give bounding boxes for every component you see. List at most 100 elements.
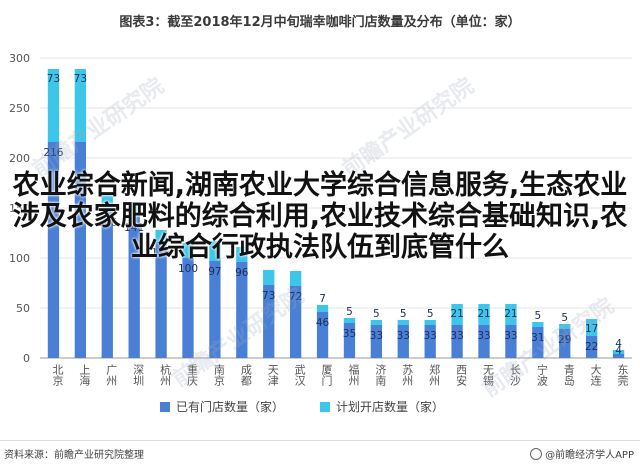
bar-existing — [505, 325, 517, 358]
x-tick-label: 青岛 — [562, 364, 575, 387]
data-label-existing: 216 — [43, 147, 63, 159]
bar-planned — [74, 69, 87, 142]
bar-existing — [74, 142, 87, 358]
data-label-existing: 29 — [558, 334, 571, 346]
x-tick-label: 天津 — [266, 364, 279, 386]
bar-existing — [289, 286, 302, 358]
legend: 已有门店数量（家） 计划开店数量（家） — [160, 399, 444, 414]
bar-existing — [263, 285, 275, 358]
bar-planned — [182, 243, 194, 258]
bar-existing — [478, 325, 490, 358]
data-label-planned: 5 — [427, 308, 434, 320]
bar-planned — [316, 305, 329, 312]
data-label-existing: 31 — [531, 332, 544, 344]
bar-planned — [101, 192, 113, 212]
x-tick-label: 重庆 — [186, 363, 199, 387]
bar-existing — [101, 212, 113, 358]
bar-planned — [451, 304, 463, 325]
data-label-existing: 116 — [151, 247, 171, 259]
overlay-caption: 农业综合新闻,湖南农业大学综合信息服务,生态农业涉及农家肥料的综合利用,农业技术… — [12, 170, 628, 263]
x-tick-label: 深圳 — [132, 364, 145, 386]
data-label-planned: 73 — [74, 73, 87, 85]
data-label-existing: 141 — [124, 222, 144, 234]
bar-planned — [397, 320, 409, 325]
x-tick-label: 上海 — [78, 364, 91, 387]
bar-planned — [612, 350, 625, 354]
data-label-existing: 100 — [178, 263, 198, 275]
data-label-existing: 35 — [343, 328, 356, 340]
y-tick-label: 300 — [9, 52, 30, 65]
bar-existing — [236, 262, 248, 358]
bar-existing — [47, 142, 60, 358]
bar-planned — [478, 304, 490, 325]
x-tick-label: 大连 — [589, 363, 602, 386]
data-label-existing: 73 — [262, 290, 275, 302]
legend-label-planned: 计划开店数量（家） — [336, 399, 444, 414]
credit-note: @前瞻经济学人APP — [530, 446, 634, 461]
bar-planned — [505, 304, 517, 325]
data-label-planned: 5 — [346, 306, 353, 318]
bar-planned — [155, 230, 167, 242]
logo-icon — [530, 448, 543, 460]
x-tick-label: 武汉 — [293, 364, 306, 387]
x-tick-label: 广州 — [105, 364, 118, 386]
x-tick-label: 苏州 — [401, 364, 414, 386]
data-label-planned: 21 — [477, 308, 490, 320]
credit-label: @前瞻经济学人APP — [545, 450, 634, 461]
bar-existing — [397, 325, 409, 358]
data-label-existing: 33 — [370, 330, 383, 342]
bar-planned — [343, 318, 356, 323]
bar-planned — [532, 322, 544, 327]
bar-planned — [209, 241, 221, 261]
bar-existing — [612, 354, 625, 358]
data-label-existing: 33 — [504, 330, 517, 342]
data-label-existing: 33 — [450, 330, 463, 342]
bar-existing — [532, 327, 544, 358]
bar-existing — [343, 323, 356, 358]
data-label-existing: 72 — [289, 291, 302, 303]
bar-existing — [209, 261, 221, 358]
y-tick-label: 200 — [9, 152, 30, 165]
footer-divider — [0, 440, 640, 441]
bar-planned — [370, 320, 383, 325]
data-label-existing: 96 — [235, 267, 249, 279]
bar-existing — [559, 329, 571, 358]
bar-existing — [128, 217, 140, 358]
bar-existing — [316, 312, 329, 358]
y-tick-label: 250 — [9, 102, 30, 115]
data-label-existing: 33 — [423, 330, 436, 342]
data-label-planned: 17 — [585, 323, 598, 335]
data-label-planned: 5 — [534, 310, 541, 322]
data-label-existing: 46 — [316, 317, 330, 329]
legend-label-existing: 已有门店数量（家） — [176, 399, 284, 414]
source-note: 资料来源：前瞻产业研究院整理 — [4, 450, 144, 461]
bar-planned — [47, 69, 60, 142]
data-label-existing: 4 — [615, 345, 622, 357]
bar-existing — [451, 325, 463, 358]
y-tick-label: 50 — [16, 302, 30, 315]
x-tick-label: 杭州 — [159, 363, 172, 386]
y-axis: 0 50 100 150 200 250 300 — [9, 52, 632, 365]
x-tick-label: 东莞 — [616, 364, 629, 387]
data-label-existing: 97 — [208, 266, 221, 278]
data-label-planned: 5 — [373, 308, 380, 320]
bar-existing — [370, 325, 383, 358]
bar-existing — [155, 242, 167, 358]
data-label-planned: 5 — [561, 312, 568, 324]
bar-planned — [236, 247, 248, 262]
bar-planned — [289, 271, 302, 286]
data-label-planned: 5 — [400, 308, 407, 320]
bar-planned — [263, 270, 275, 285]
y-tick-label: 100 — [9, 252, 30, 265]
legend-swatch-existing — [160, 402, 170, 412]
x-tick-label: 宁波 — [535, 363, 548, 387]
bar-existing — [182, 258, 194, 358]
data-label-planned: 4 — [615, 338, 622, 350]
y-tick-label: 0 — [23, 352, 30, 365]
x-tick-label: 北京 — [51, 364, 64, 387]
data-label-existing: 146 — [97, 217, 117, 229]
data-label-planned: 7 — [319, 293, 326, 305]
data-label-existing: 22 — [585, 341, 598, 353]
x-tick-label: 西安 — [455, 364, 468, 387]
